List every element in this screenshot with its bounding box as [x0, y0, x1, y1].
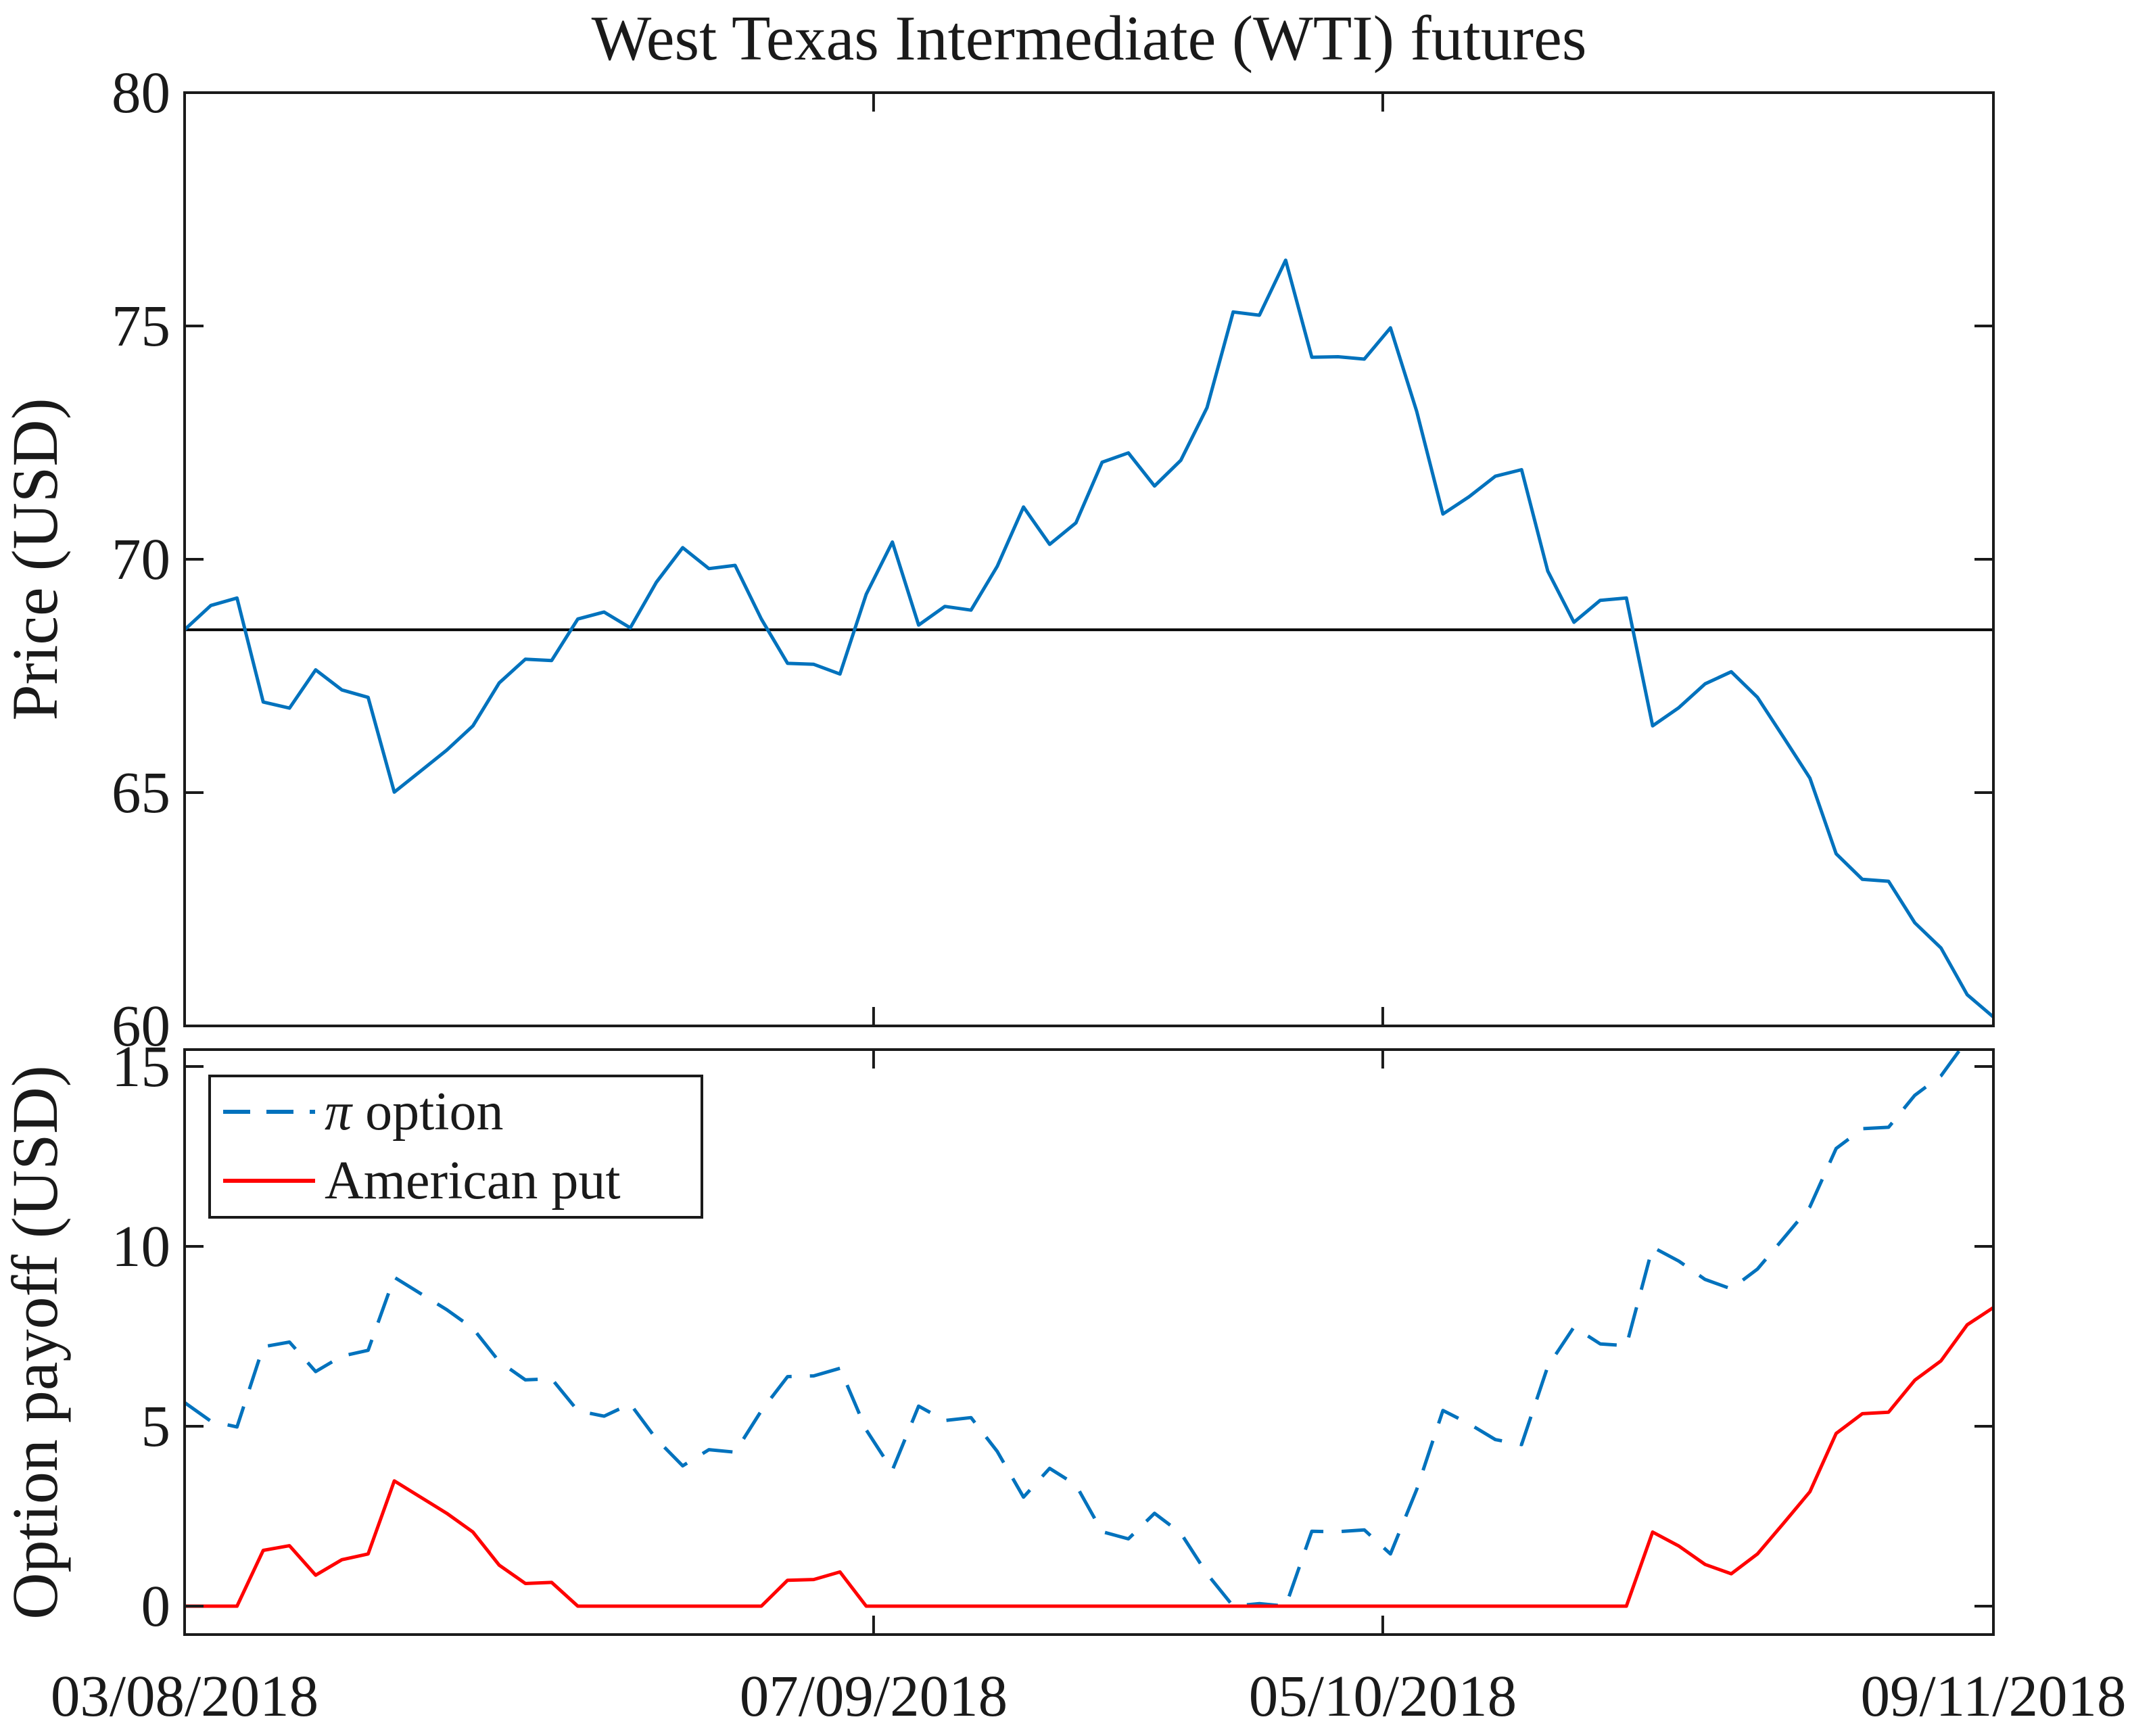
price-y-tick-label: 75 [112, 293, 170, 358]
x-tick-label: 09/11/2018 [1860, 1663, 2127, 1729]
dashed-line-sample-icon [223, 1110, 315, 1114]
legend-entry: π option [211, 1077, 701, 1146]
legend-entry: American put [211, 1146, 701, 1215]
american-put-line [185, 1306, 1993, 1608]
payoff-y-tick-label: 15 [112, 1033, 170, 1099]
legend: π option American put [208, 1075, 703, 1219]
payoff-y-tick-label: 5 [141, 1392, 171, 1459]
x-tick-label: 07/09/2018 [739, 1663, 1008, 1729]
payoff-y-tick-label: 10 [112, 1213, 170, 1279]
x-tick-label: 05/10/2018 [1248, 1663, 1517, 1729]
top-axes-frame [183, 91, 1995, 1027]
x-tick-label: 03/08/2018 [50, 1663, 319, 1729]
price-y-tick-label: 70 [112, 526, 170, 592]
payoff-y-tick-label: 0 [141, 1572, 171, 1639]
legend-entry-label: π option [325, 1081, 504, 1142]
chart-title: West Texas Intermediate (WTI) futures [591, 3, 1587, 74]
bottom-axes-frame [183, 1048, 1995, 1636]
wti-price-line [185, 258, 1993, 1018]
pi-option-line [185, 1050, 1962, 1608]
price-y-tick-label: 60 [112, 993, 170, 1058]
solid-line-sample-icon [223, 1179, 315, 1183]
price-y-tick-label: 65 [112, 759, 170, 825]
price-y-tick-label: 80 [112, 60, 170, 125]
legend-entry-label: American put [325, 1150, 621, 1211]
